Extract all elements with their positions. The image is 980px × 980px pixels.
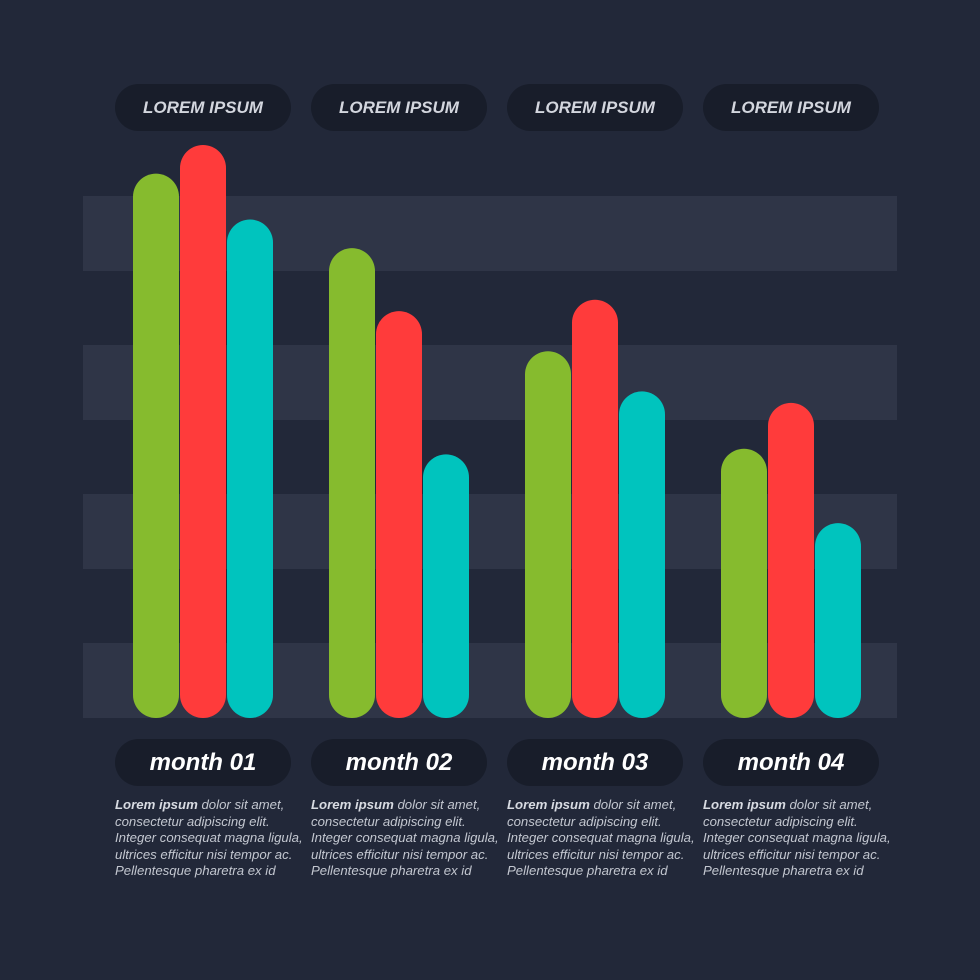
description-lead: Lorem ipsum <box>703 797 786 812</box>
bars-group <box>133 145 861 719</box>
header-label-1: LOREM IPSUM <box>115 84 291 131</box>
description-text: dolor sit amet, consectetur adipiscing e… <box>115 797 303 879</box>
description-4: Lorem ipsum dolor sit amet, consectetur … <box>703 797 893 880</box>
description-2: Lorem ipsum dolor sit amet, consectetur … <box>311 797 501 880</box>
bar-month-2-series-1 <box>329 248 375 718</box>
month-label-2: month 02 <box>311 739 487 786</box>
description-text: dolor sit amet, consectetur adipiscing e… <box>703 797 891 879</box>
bar-month-3-series-3 <box>619 391 665 718</box>
month-label-1: month 01 <box>115 739 291 786</box>
description-lead: Lorem ipsum <box>507 797 590 812</box>
bar-month-3-series-1 <box>525 351 571 718</box>
description-text: dolor sit amet, consectetur adipiscing e… <box>507 797 695 879</box>
description-1: Lorem ipsum dolor sit amet, consectetur … <box>115 797 305 880</box>
bar-month-4-series-1 <box>721 448 767 718</box>
bar-month-4-series-3 <box>815 523 861 718</box>
description-lead: Lorem ipsum <box>311 797 394 812</box>
description-3: Lorem ipsum dolor sit amet, consectetur … <box>507 797 697 880</box>
header-label-3: LOREM IPSUM <box>507 84 683 131</box>
bar-month-1-series-3 <box>227 219 273 719</box>
description-text: dolor sit amet, consectetur adipiscing e… <box>311 797 499 879</box>
description-lead: Lorem ipsum <box>115 797 198 812</box>
bar-month-1-series-1 <box>133 173 179 718</box>
header-label-4: LOREM IPSUM <box>703 84 879 131</box>
bar-month-3-series-2 <box>572 299 618 718</box>
bar-month-2-series-2 <box>376 311 422 718</box>
header-label-2: LOREM IPSUM <box>311 84 487 131</box>
month-label-4: month 04 <box>703 739 879 786</box>
month-label-3: month 03 <box>507 739 683 786</box>
bar-month-4-series-2 <box>768 402 814 718</box>
bar-month-2-series-3 <box>423 454 469 718</box>
bar-month-1-series-2 <box>180 145 226 718</box>
